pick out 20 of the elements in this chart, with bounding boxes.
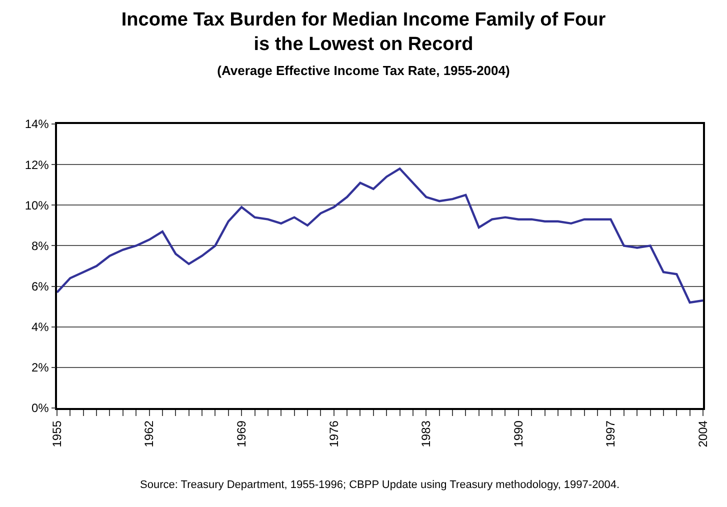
x-tick-label: 1969 — [234, 420, 248, 448]
y-tick-label: 4% — [32, 320, 50, 334]
y-tick-label: 10% — [24, 198, 50, 212]
line-series — [57, 168, 703, 304]
x-tick-label: 1983 — [419, 420, 434, 448]
y-tick-label: 0% — [32, 401, 50, 416]
chart-subtitle: (Average Effective Income Tax Rate, 1955-2004) — [217, 62, 510, 78]
y-tick-label: 6% — [32, 279, 50, 294]
x-tick-label: 1976 — [326, 420, 341, 448]
y-tick-label: 8% — [32, 238, 50, 253]
x-tick-label: 1990 — [511, 420, 526, 448]
x-tick-label: 1997 — [604, 420, 618, 448]
y-tick-label: 12% — [24, 158, 50, 172]
y-tick-label: 2% — [32, 360, 50, 375]
x-tick-label: 1962 — [142, 420, 156, 448]
chart-title: Income Tax Burden for Median Income Family of Four is the Lowest on Record — [121, 9, 606, 56]
source-note: Source: Treasury Department, 1955-1996; CBPP Update using Treasury methodology, 1997-2004. — [140, 479, 620, 491]
y-tick-label: 14% — [24, 117, 50, 132]
x-tick-label: 1955 — [50, 420, 64, 448]
x-tick-label: 2004 — [696, 420, 710, 448]
